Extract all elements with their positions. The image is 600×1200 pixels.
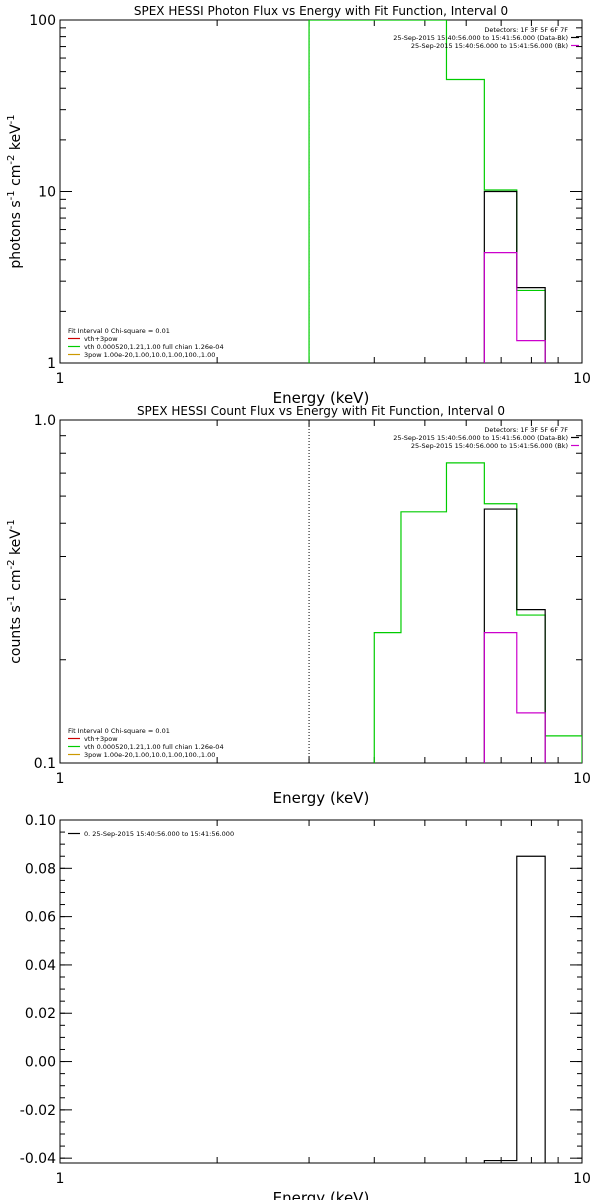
photon-y-tick-label: 1 [47,356,56,372]
count-series-1-steps [483,508,546,763]
residual-y-tick-label: 0.04 [25,958,56,974]
photon-flux-panel: SPEX HESSI Photon Flux vs Energy with Fi… [6,4,591,407]
photon-info-line: 25-Sep-2015 15:40:56.000 to 15:41:56.000… [393,34,568,42]
photon-info-line: 25-Sep-2015 15:40:56.000 to 15:41:56.000… [411,42,568,50]
photon-chart-title: SPEX HESSI Photon Flux vs Energy with Fi… [134,4,508,18]
count-y-label-part: keV [8,529,24,560]
residual-y-tick-label: 0.06 [25,910,56,926]
count-legend-entry: vth 0.000520,1.21,1.00 full chian 1.26e-… [84,743,224,751]
photon-series-1-steps [483,190,546,363]
photon-y-label-part: photons s [8,200,24,268]
count-legend-entry: vth+3pow [84,735,118,743]
count-info-line: Detectors: 1F 3F 5F 6F 7F [484,426,568,434]
residual-plot-frame [59,819,583,1164]
residual-series-group [483,855,546,1163]
count-plot-frame [59,419,583,764]
photon-y-label-part: keV [8,124,24,155]
photon-y-axis-label: photons s-1 cm-2 keV-1 [6,114,24,268]
residual-y-tick-label: -0.02 [20,1103,56,1119]
photon-legend-entry: vth+3pow [84,335,118,343]
count-x-tick-label: 1 [56,771,65,787]
residual-x-axis-label: Energy (keV) [273,1189,370,1200]
count-y-label-part: cm [8,569,24,595]
residual-x-tick-label: 1 [56,1171,65,1187]
photon-y-label-superscript: -1 [6,190,17,200]
photon-x-axis-label: Energy (keV) [273,389,370,407]
photon-y-label-superscript: -2 [6,155,17,165]
count-legend-entry: Fit Interval 0 Chi-square = 0.01 [68,727,170,735]
count-series-group [373,462,582,763]
residual-y-tick-label: 0.02 [25,1006,56,1022]
count-x-axis-label: Energy (keV) [273,789,370,807]
residual-x-tick-label: 10 [573,1171,591,1187]
count-y-axis-label: counts s-1 cm-2 keV-1 [6,519,24,664]
residual-series-0-steps [483,855,546,1163]
count-x-tick-label: 10 [573,771,591,787]
photon-legend-entry: Fit Interval 0 Chi-square = 0.01 [68,327,170,335]
count-legend-entry: 3pow 1.00e-20,1.00,10.0,1.00,100.,1.00 [84,751,215,759]
photon-y-label-superscript: -1 [6,114,17,124]
residual-y-tick-label: 0.10 [25,813,56,829]
residual-panel: 1 10 Energy (keV) -0.04 -0.02 0.00 0.02 0.04 0.0… [20,813,591,1200]
photon-info-line: Detectors: 1F 3F 5F 6F 7F [484,26,568,34]
count-chart-title: SPEX HESSI Count Flux vs Energy with Fit… [137,404,505,418]
count-y-label-superscript: -1 [6,519,17,529]
photon-y-tick-label: 100 [29,13,56,29]
photon-legend-entry: 3pow 1.00e-20,1.00,10.0,1.00,100.,1.00 [84,351,215,359]
count-y-label-superscript: -2 [6,559,17,569]
photon-series-group [308,20,546,363]
photon-series-0-steps [308,20,546,363]
residual-y-tick-label: -0.04 [20,1151,56,1167]
residual-y-tick-label: 0.08 [25,861,56,877]
photon-y-label-part: cm [8,165,24,191]
photon-legend-entry: vth 0.000520,1.21,1.00 full chian 1.26e-… [84,343,224,351]
count-y-tick-label: 0.1 [34,756,56,772]
count-y-label-part: counts s [8,605,24,664]
residual-y-tick-label: 0.00 [25,1055,56,1071]
photon-x-tick-label: 10 [573,371,591,387]
count-series-2-steps [483,631,546,763]
photon-y-tick-label: 10 [38,185,56,201]
count-y-tick-label: 1.0 [34,413,56,429]
photon-x-tick-label: 1 [56,371,65,387]
count-series-0-steps [373,462,582,763]
count-info-line: 25-Sep-2015 15:40:56.000 to 15:41:56.000… [411,442,568,450]
residual-legend-entry: 0. 25-Sep-2015 15:40:56.000 to 15:41:56.… [84,830,234,838]
count-y-label-superscript: -1 [6,595,17,605]
count-info-line: 25-Sep-2015 15:40:56.000 to 15:41:56.000… [393,434,568,442]
count-flux-panel: SPEX HESSI Count Flux vs Energy with Fit… [6,404,591,807]
photon-series-2-steps [483,252,546,363]
